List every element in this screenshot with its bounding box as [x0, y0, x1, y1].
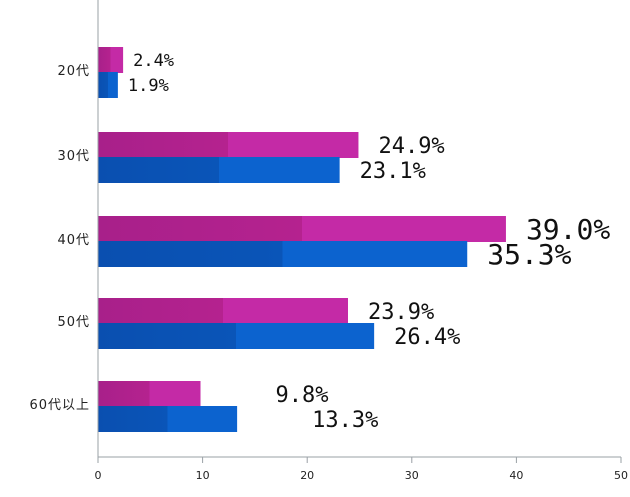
axes: 0 10 20 30 40 50	[95, 0, 628, 482]
bar	[98, 241, 468, 267]
category-label: 50代	[57, 315, 90, 330]
value-label: 23.9%	[368, 300, 434, 325]
bar	[98, 47, 124, 73]
value-label: 9.8%	[276, 383, 329, 408]
category-label: 30代	[57, 149, 90, 164]
bars	[98, 47, 506, 432]
bar	[98, 157, 340, 183]
x-tick-label: 40	[509, 469, 523, 482]
x-tick-label: 50	[614, 469, 628, 482]
x-tick-label: 20	[300, 469, 314, 482]
bar	[98, 216, 506, 242]
value-label: 24.9%	[378, 134, 444, 159]
value-label: 13.3%	[312, 408, 378, 433]
bar	[98, 298, 348, 324]
value-labels: 2.4% 1.9% 24.9%23.1% 39.0%35.3% 23.9%26.4% 9.…	[128, 51, 610, 433]
bar	[98, 381, 201, 407]
value-label: 1.9%	[128, 76, 169, 96]
category-labels: 20代 30代 40代 50代 60代以上	[29, 64, 90, 413]
bar	[98, 406, 238, 432]
category-label: 60代以上	[29, 398, 90, 413]
bar	[98, 323, 375, 349]
bar	[98, 72, 118, 98]
value-label: 23.1%	[360, 159, 426, 184]
x-tick-label: 0	[95, 469, 102, 482]
value-label: 39.0%	[526, 213, 610, 246]
bar	[98, 132, 359, 158]
category-label: 40代	[57, 233, 90, 248]
value-label: 26.4%	[394, 325, 460, 350]
category-label: 20代	[57, 64, 90, 79]
x-tick-label: 30	[405, 469, 419, 482]
value-label: 35.3%	[487, 238, 571, 271]
value-label: 2.4%	[133, 51, 174, 71]
x-tick-label: 10	[196, 469, 210, 482]
